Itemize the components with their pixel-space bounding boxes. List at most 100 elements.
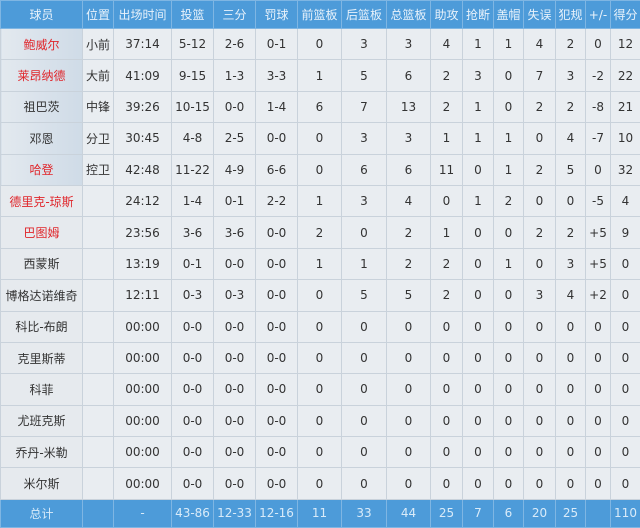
cell-stl: 1 (463, 29, 494, 60)
cell-fg: 0-0 (172, 374, 214, 405)
column-header-minutes[interactable]: 出场时间 (114, 1, 172, 29)
cell-ft: 0-0 (256, 123, 298, 154)
total-ast: 25 (431, 499, 463, 527)
column-header-blk[interactable]: 盖帽 (494, 1, 524, 29)
player-name[interactable]: 科比-布朗 (1, 311, 83, 342)
cell-dreb: 1 (342, 248, 387, 279)
cell-oreb: 0 (298, 342, 342, 373)
cell-blk: 0 (494, 60, 524, 91)
cell-minutes: 13:19 (114, 248, 172, 279)
player-name[interactable]: 克里斯蒂 (1, 342, 83, 373)
cell-three-pt: 0-1 (214, 185, 256, 216)
player-name[interactable]: 西蒙斯 (1, 248, 83, 279)
total-dreb: 33 (342, 499, 387, 527)
cell-three-pt: 0-0 (214, 248, 256, 279)
player-name[interactable]: 尤班克斯 (1, 405, 83, 436)
cell-ast: 1 (431, 123, 463, 154)
cell-plus-minus: 0 (586, 468, 611, 499)
cell-tov: 2 (524, 154, 556, 185)
player-name[interactable]: 邓恩 (1, 123, 83, 154)
column-header-dreb[interactable]: 后篮板 (342, 1, 387, 29)
cell-reb: 5 (387, 280, 431, 311)
cell-dreb: 0 (342, 311, 387, 342)
cell-pts: 0 (611, 468, 640, 499)
player-name[interactable]: 哈登 (1, 154, 83, 185)
column-header-ft[interactable]: 罚球 (256, 1, 298, 29)
cell-pts: 0 (611, 280, 640, 311)
cell-dreb: 0 (342, 468, 387, 499)
cell-blk: 0 (494, 217, 524, 248)
cell-dreb: 0 (342, 342, 387, 373)
cell-stl: 3 (463, 60, 494, 91)
cell-tov: 0 (524, 342, 556, 373)
column-header-fg[interactable]: 投篮 (172, 1, 214, 29)
cell-fg: 0-0 (172, 342, 214, 373)
column-header-reb[interactable]: 总篮板 (387, 1, 431, 29)
cell-oreb: 2 (298, 217, 342, 248)
cell-plus-minus: -7 (586, 123, 611, 154)
cell-pf: 4 (556, 123, 586, 154)
cell-pf: 0 (556, 374, 586, 405)
player-name[interactable]: 鲍威尔 (1, 29, 83, 60)
cell-three-pt: 4-9 (214, 154, 256, 185)
cell-pf: 3 (556, 60, 586, 91)
cell-position (83, 280, 114, 311)
player-name[interactable]: 科菲 (1, 374, 83, 405)
cell-ast: 2 (431, 248, 463, 279)
player-name[interactable]: 祖巴茨 (1, 91, 83, 122)
cell-pf: 5 (556, 154, 586, 185)
cell-pts: 0 (611, 342, 640, 373)
column-header-oreb[interactable]: 前篮板 (298, 1, 342, 29)
player-name[interactable]: 乔丹-米勒 (1, 437, 83, 468)
cell-fg: 11-22 (172, 154, 214, 185)
cell-plus-minus: 0 (586, 405, 611, 436)
cell-oreb: 0 (298, 437, 342, 468)
cell-fg: 0-3 (172, 280, 214, 311)
player-name[interactable]: 博格达诺维奇 (1, 280, 83, 311)
cell-ast: 0 (431, 405, 463, 436)
column-header-ast[interactable]: 助攻 (431, 1, 463, 29)
column-header-pf[interactable]: 犯规 (556, 1, 586, 29)
cell-three-pt: 1-3 (214, 60, 256, 91)
cell-minutes: 39:26 (114, 91, 172, 122)
cell-pts: 9 (611, 217, 640, 248)
player-name[interactable]: 德里克-琼斯 (1, 185, 83, 216)
cell-ft: 1-4 (256, 91, 298, 122)
cell-stl: 0 (463, 374, 494, 405)
column-header-player[interactable]: 球员 (1, 1, 83, 29)
column-header-stl[interactable]: 抢断 (463, 1, 494, 29)
cell-plus-minus: 0 (586, 437, 611, 468)
column-header-position[interactable]: 位置 (83, 1, 114, 29)
column-header-three-pt[interactable]: 三分 (214, 1, 256, 29)
player-name[interactable]: 莱昂纳德 (1, 60, 83, 91)
cell-plus-minus: +5 (586, 217, 611, 248)
cell-three-pt: 0-0 (214, 342, 256, 373)
total-minutes: - (114, 499, 172, 527)
cell-three-pt: 2-6 (214, 29, 256, 60)
cell-stl: 0 (463, 437, 494, 468)
cell-tov: 0 (524, 311, 556, 342)
cell-reb: 2 (387, 217, 431, 248)
player-name[interactable]: 米尔斯 (1, 468, 83, 499)
column-header-tov[interactable]: 失误 (524, 1, 556, 29)
cell-stl: 0 (463, 154, 494, 185)
column-header-pts[interactable]: 得分 (611, 1, 640, 29)
cell-position (83, 217, 114, 248)
cell-reb: 0 (387, 437, 431, 468)
cell-reb: 2 (387, 248, 431, 279)
cell-pts: 4 (611, 185, 640, 216)
cell-tov: 2 (524, 91, 556, 122)
column-header-plus-minus[interactable]: +/- (586, 1, 611, 29)
cell-pts: 0 (611, 405, 640, 436)
cell-tov: 3 (524, 280, 556, 311)
player-name[interactable]: 巴图姆 (1, 217, 83, 248)
cell-ast: 0 (431, 342, 463, 373)
cell-dreb: 7 (342, 91, 387, 122)
